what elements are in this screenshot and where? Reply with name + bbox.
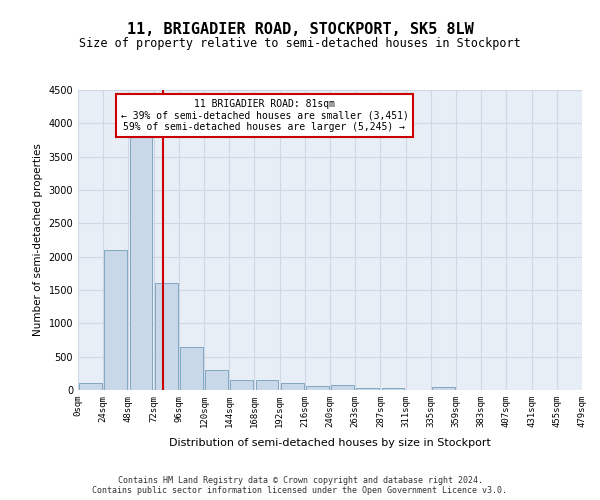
Bar bbox=[432, 386, 455, 390]
X-axis label: Distribution of semi-detached houses by size in Stockport: Distribution of semi-detached houses by … bbox=[169, 438, 491, 448]
Bar bbox=[155, 284, 178, 390]
Bar bbox=[180, 346, 203, 390]
Bar bbox=[205, 370, 228, 390]
Text: Contains HM Land Registry data © Crown copyright and database right 2024.
Contai: Contains HM Land Registry data © Crown c… bbox=[92, 476, 508, 495]
Bar bbox=[331, 386, 354, 390]
Bar bbox=[104, 250, 127, 390]
Text: 11 BRIGADIER ROAD: 81sqm
← 39% of semi-detached houses are smaller (3,451)
59% o: 11 BRIGADIER ROAD: 81sqm ← 39% of semi-d… bbox=[121, 99, 409, 132]
Text: Size of property relative to semi-detached houses in Stockport: Size of property relative to semi-detach… bbox=[79, 38, 521, 51]
Bar bbox=[382, 388, 404, 390]
Bar bbox=[79, 384, 102, 390]
Y-axis label: Number of semi-detached properties: Number of semi-detached properties bbox=[33, 144, 43, 336]
Bar bbox=[281, 384, 304, 390]
Bar bbox=[256, 380, 278, 390]
Bar bbox=[230, 380, 253, 390]
Bar bbox=[356, 388, 379, 390]
Bar bbox=[130, 136, 152, 390]
Bar bbox=[306, 386, 329, 390]
Text: 11, BRIGADIER ROAD, STOCKPORT, SK5 8LW: 11, BRIGADIER ROAD, STOCKPORT, SK5 8LW bbox=[127, 22, 473, 38]
